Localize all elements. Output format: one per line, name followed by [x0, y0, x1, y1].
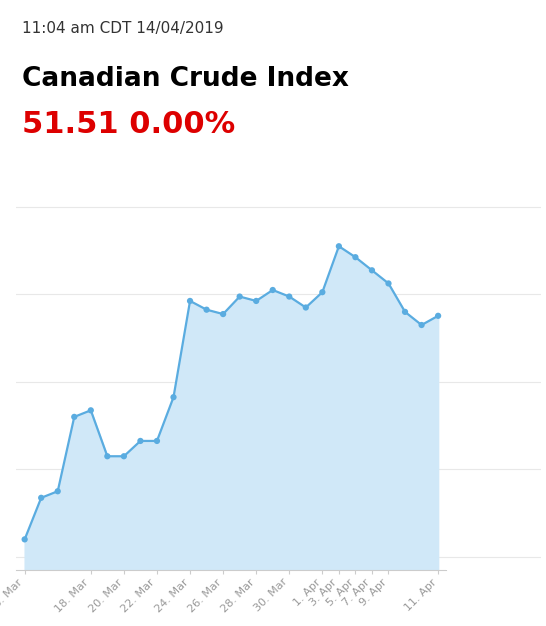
Point	[235, 292, 244, 302]
Point	[120, 451, 128, 461]
Point	[202, 305, 211, 315]
Point	[54, 486, 62, 496]
Text: Canadian Crude Index: Canadian Crude Index	[22, 66, 349, 92]
Point	[318, 287, 327, 297]
Point	[268, 285, 277, 295]
Point	[169, 392, 178, 402]
Text: 11:04 am CDT 14/04/2019: 11:04 am CDT 14/04/2019	[22, 21, 223, 36]
Point	[70, 412, 79, 422]
Point	[136, 436, 145, 446]
Point	[384, 279, 393, 289]
Point	[37, 493, 45, 503]
Point	[186, 296, 194, 306]
Point	[152, 436, 161, 446]
Point	[103, 451, 112, 461]
Point	[434, 310, 442, 321]
Point	[20, 535, 29, 545]
Point	[351, 252, 360, 262]
Point	[285, 292, 294, 302]
Text: 51.51 0.00%: 51.51 0.00%	[22, 110, 235, 138]
Point	[367, 265, 376, 275]
Point	[417, 320, 426, 330]
Point	[252, 296, 260, 306]
Point	[86, 405, 95, 415]
Point	[219, 309, 228, 319]
Point	[301, 302, 310, 312]
Point	[401, 307, 410, 317]
Point	[335, 241, 343, 251]
